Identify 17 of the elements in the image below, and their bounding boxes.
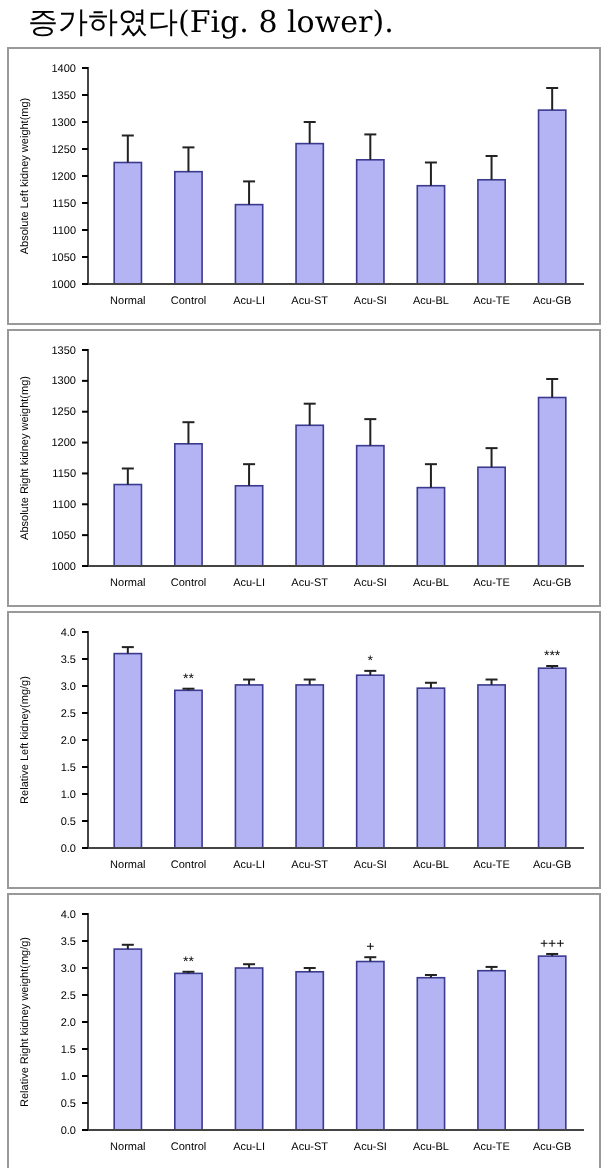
bar (295, 684, 325, 849)
bar (416, 976, 446, 1131)
bar (416, 687, 446, 849)
bar (113, 652, 143, 849)
bar (113, 948, 143, 1131)
bar (355, 674, 385, 849)
text: 증가하였다(Fig. 8 lower). (28, 4, 394, 40)
bar (234, 684, 264, 849)
bar (174, 972, 203, 1131)
bar (295, 970, 325, 1131)
bar (174, 689, 203, 849)
bar (537, 955, 567, 1131)
bar (477, 684, 506, 849)
bar (234, 967, 264, 1131)
bar (537, 667, 567, 849)
bar (477, 969, 506, 1131)
bar (355, 960, 385, 1131)
